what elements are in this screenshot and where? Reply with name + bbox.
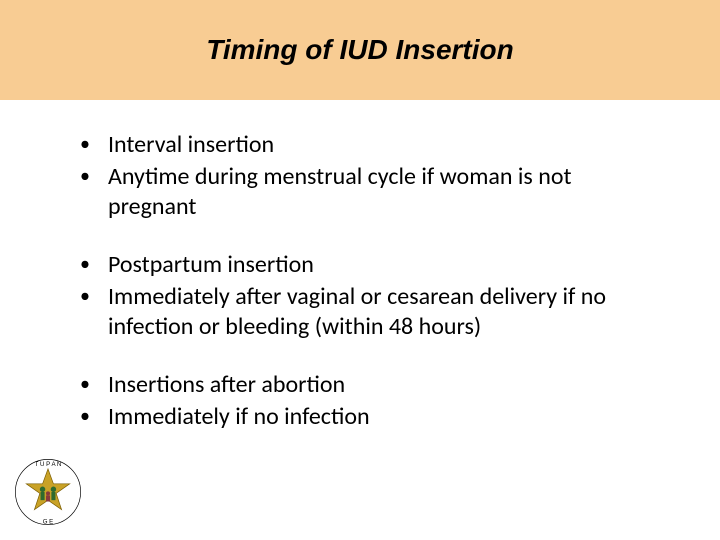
bullet-item: • Interval insertion: [60, 130, 660, 160]
bullet-item: • Anytime during menstrual cycle if woma…: [60, 162, 660, 222]
bullet-text: Postpartum insertion: [108, 250, 660, 280]
bullet-group: • Insertions after abortion • Immediatel…: [60, 370, 660, 432]
bullet-text: Insertions after abortion: [108, 370, 660, 400]
bullet-marker-icon: •: [80, 282, 90, 310]
bullet-item: • Immediately after vaginal or cesarean …: [60, 282, 660, 342]
bullet-marker-icon: •: [80, 370, 90, 398]
logo-icon: T U P A N G E: [14, 458, 82, 526]
bullet-text: Anytime during menstrual cycle if woman …: [108, 162, 660, 222]
bullet-marker-icon: •: [80, 162, 90, 190]
bullet-marker-icon: •: [80, 130, 90, 158]
bullet-marker-icon: •: [80, 402, 90, 430]
bullet-item: • Postpartum insertion: [60, 250, 660, 280]
title-bar: Timing of IUD Insertion: [0, 0, 720, 100]
bullet-text: Immediately if no infection: [108, 402, 660, 432]
bullet-group: • Interval insertion • Anytime during me…: [60, 130, 660, 222]
bullet-marker-icon: •: [80, 250, 90, 278]
slide-title: Timing of IUD Insertion: [206, 34, 513, 66]
bullet-group: • Postpartum insertion • Immediately aft…: [60, 250, 660, 342]
bullet-item: • Insertions after abortion: [60, 370, 660, 400]
svg-text:G E: G E: [43, 518, 54, 525]
bullet-item: • Immediately if no infection: [60, 402, 660, 432]
bullet-text: Interval insertion: [108, 130, 660, 160]
bullet-text: Immediately after vaginal or cesarean de…: [108, 282, 660, 342]
slide-body: • Interval insertion • Anytime during me…: [0, 100, 720, 432]
svg-text:T U P A N: T U P A N: [35, 461, 62, 468]
